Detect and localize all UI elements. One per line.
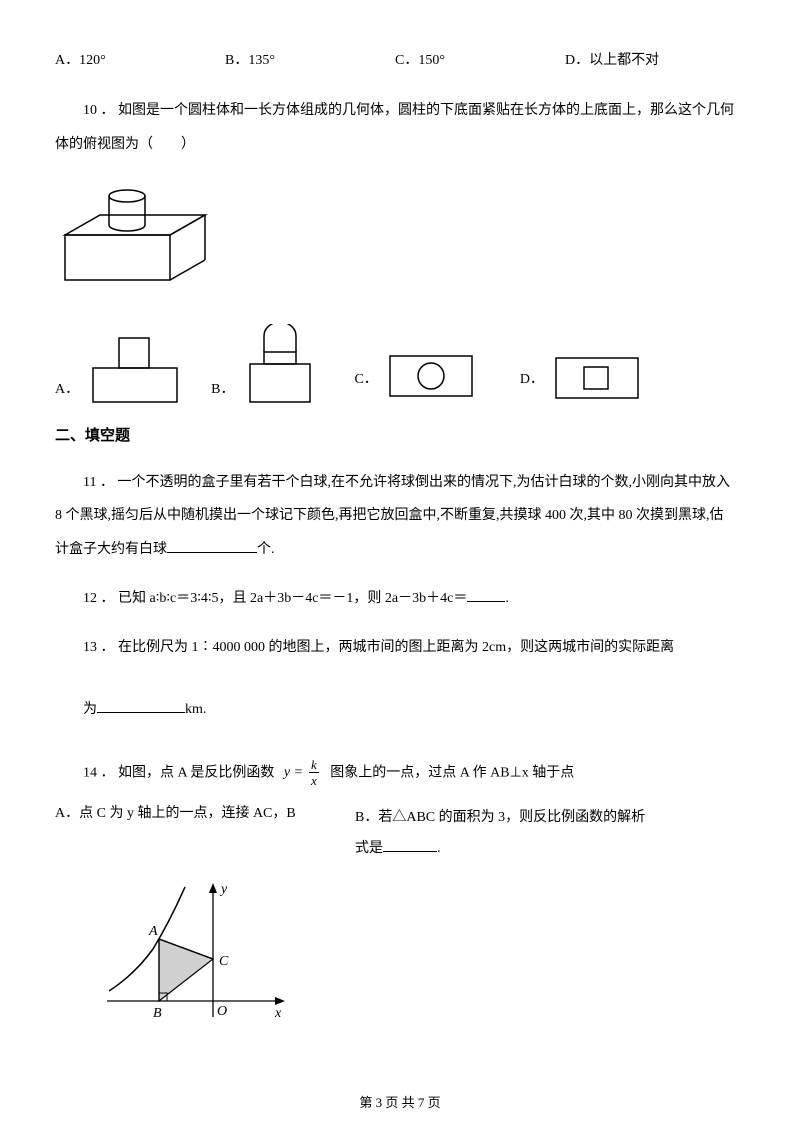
q13: 13 ． 在比例尺为 1∶4000 000 的地图上，两城市间的图上距离为 2c… — [55, 633, 745, 725]
q12-text: 12 ． 已知 a∶b∶c＝3∶4∶5，且 2a＋3b－4c＝－1，则 2a－3… — [83, 591, 467, 606]
q11-line1: 11 ． 一个不透明的盒子里有若干个白球,在不允许将球倒出来的情况下,为估计白球… — [83, 475, 730, 490]
page-footer: 第 3 页 共 7 页 — [0, 1093, 800, 1114]
q12-blank[interactable] — [467, 588, 505, 602]
section-2-title: 二、填空题 — [55, 424, 745, 448]
q14-opt-b: B．若△ABC 的面积为 3，则反比例函数的解析 式是. — [355, 803, 745, 865]
q9-opt-b: B．135° — [225, 50, 395, 72]
q13-line2b: km. — [185, 702, 206, 717]
q14-opt-a: A．点 C 为 y 轴上的一点，连接 AC，B — [55, 803, 355, 865]
q14-pre: 14 ． 如图，点 A 是反比例函数 — [83, 765, 274, 780]
q10-label-b: B． — [211, 379, 234, 407]
svg-text:B: B — [153, 1006, 162, 1021]
q10-fig-b — [240, 324, 320, 408]
svg-text:C: C — [219, 954, 229, 969]
svg-text:y: y — [219, 882, 228, 897]
q10-main-figure — [55, 180, 745, 300]
q10-fig-a — [85, 328, 185, 408]
svg-text:A: A — [148, 924, 158, 939]
q10-label-d: D． — [520, 369, 544, 407]
q11: 11 ． 一个不透明的盒子里有若干个白球,在不允许将球倒出来的情况下,为估计白球… — [55, 466, 745, 567]
q10-fig-c — [384, 348, 478, 408]
q11-line3b: 个. — [257, 542, 275, 557]
q10-label-c: C． — [354, 369, 377, 407]
q14-b-line2a: 式是 — [355, 841, 383, 856]
q13-blank[interactable] — [97, 699, 185, 713]
q14-post: 图象上的一点，过点 A 作 AB⊥x 轴于点 — [330, 765, 574, 780]
q11-line2: 8 个黑球,摇匀后从中随机摸出一个球记下颜色,再把它放回盒中,不断重复,共摸球 … — [55, 508, 724, 523]
q10-text: 10 ． 如图是一个圆柱体和一长方体组成的几何体，圆柱的下底面紧贴在长方体的上底… — [55, 94, 745, 161]
q14-ab-row: A．点 C 为 y 轴上的一点，连接 AC，B B．若△ABC 的面积为 3，则… — [55, 803, 745, 865]
q11-blank[interactable] — [167, 539, 257, 553]
q14-blank[interactable] — [383, 838, 437, 852]
q14-graph: A C B O x y — [95, 879, 745, 1039]
q12: 12 ． 已知 a∶b∶c＝3∶4∶5，且 2a＋3b－4c＝－1，则 2a－3… — [55, 584, 745, 615]
q13-line2a: 为 — [83, 702, 97, 717]
q13-line1: 13 ． 在比例尺为 1∶4000 000 的地图上，两城市间的图上距离为 2c… — [83, 640, 674, 655]
svg-text:O: O — [217, 1004, 227, 1019]
q9-opt-a: A．120° — [55, 50, 225, 72]
q10-fig-d — [550, 350, 644, 408]
q9-options: A．120° B．135° C．150° D．以上都不对 — [55, 50, 745, 72]
q12-period: . — [505, 591, 509, 606]
svg-text:x: x — [274, 1006, 282, 1021]
q14-line1: 14 ． 如图，点 A 是反比例函数 y = kx 图象上的一点，过点 A 作 … — [55, 758, 745, 789]
q9-opt-d: D．以上都不对 — [565, 50, 659, 72]
q10-option-figures: A． B． C． D． — [55, 324, 745, 408]
q11-line3a: 计盒子大约有白球 — [55, 542, 167, 557]
q14-b-period: . — [437, 841, 441, 856]
q10-text-content: 10 ． 如图是一个圆柱体和一长方体组成的几何体，圆柱的下底面紧贴在长方体的上底… — [55, 103, 734, 152]
q9-opt-c: C．150° — [395, 50, 565, 72]
q14-b-line1: B．若△ABC 的面积为 3，则反比例函数的解析 — [355, 810, 645, 825]
q14-equation: y = kx — [284, 758, 321, 789]
q10-label-a: A． — [55, 379, 79, 407]
